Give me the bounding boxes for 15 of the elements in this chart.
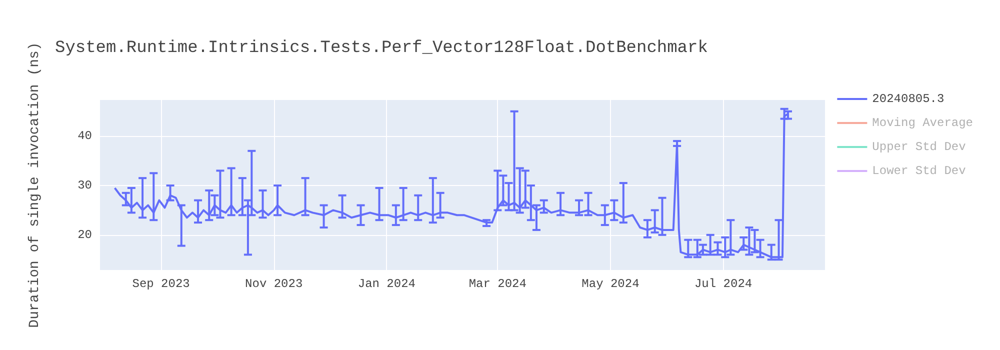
y-tick-label: 40 — [78, 129, 92, 144]
legend-label: Moving Average — [872, 116, 974, 130]
y-tick-label: 30 — [78, 178, 92, 192]
legend-label: Lower Std Dev — [872, 164, 966, 178]
x-tick-label: Sep 2023 — [132, 277, 190, 291]
y-tick-label: 20 — [78, 228, 92, 242]
legend-label: 20240805.3 — [872, 92, 944, 106]
chart-title: System.Runtime.Intrinsics.Tests.Perf_Vector128Float.DotBenchmark — [55, 39, 708, 58]
x-tick-label: Jan 2024 — [358, 277, 416, 291]
x-tick-label: Jul 2024 — [694, 277, 752, 291]
x-tick-label: Nov 2023 — [245, 277, 303, 291]
x-tick-label: Mar 2024 — [468, 277, 526, 291]
legend-label: Upper Std Dev — [872, 140, 966, 154]
y-axis-title: Duration of single invocation (ns) — [27, 42, 43, 328]
x-tick-label: May 2024 — [582, 277, 640, 291]
